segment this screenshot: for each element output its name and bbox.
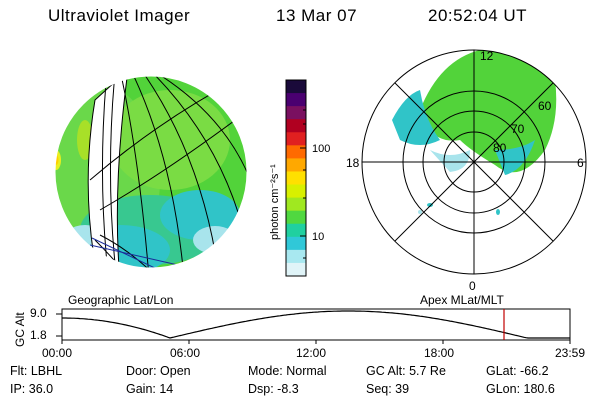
altitude-axis-label: GC Alt — [13, 312, 27, 347]
colorbar-segment — [286, 93, 306, 107]
geographic-caption: Geographic Lat/Lon — [68, 293, 174, 307]
colorbar-segment — [286, 119, 306, 133]
instrument-title: Ultraviolet Imager — [48, 6, 191, 25]
colorbar-segment — [286, 262, 306, 277]
glat-info: GLat: -66.2 — [486, 364, 549, 378]
door-info: Door: Open — [126, 364, 191, 378]
seq-info: Seq: 39 — [366, 382, 410, 396]
geographic-image — [54, 75, 248, 269]
mlt-label-18: 18 — [346, 156, 360, 170]
colorbar-segment — [286, 106, 306, 120]
colorbar-segment — [286, 145, 306, 159]
polar-caption: Apex MLat/MLT — [420, 293, 504, 307]
polar-image: 12 18 6 0 60 70 80 — [346, 49, 587, 293]
time-tick-0600: 06:00 — [170, 346, 201, 360]
time-tick-1200: 12:00 — [296, 346, 327, 360]
colorbar-tick-100: 100 — [312, 143, 330, 155]
time-tick-2359: 23:59 — [555, 346, 586, 360]
colorbar-tick-10: 10 — [312, 231, 324, 243]
colorbar-segment — [286, 132, 306, 146]
filter-info: Flt: LBHL — [10, 364, 63, 378]
time-tick-0000: 00:00 — [42, 346, 73, 360]
gain-info: Gain: 14 — [126, 382, 174, 396]
mode-info: Mode: Normal — [248, 364, 327, 378]
colorbar-segment — [286, 223, 306, 238]
colorbar-segment — [286, 236, 306, 251]
mlat-label-60: 60 — [538, 99, 552, 113]
colorbar-segment — [286, 80, 306, 94]
altitude-tick-low: 1.8 — [30, 328, 47, 342]
colorbar-segment — [286, 197, 306, 212]
colorbar-segment — [286, 249, 306, 264]
altitude-plot: GC Alt — [13, 308, 571, 347]
colorbar-segment — [286, 158, 306, 172]
colorbar-segment — [286, 184, 306, 199]
colorbar-segment — [286, 210, 306, 225]
colorbar: 100 10 photon cm⁻²s⁻¹ — [269, 79, 330, 277]
gc-alt-info: GC Alt: 5.7 Re — [366, 364, 446, 378]
time-label: 20:52:04 UT — [428, 6, 528, 25]
date-label: 13 Mar 07 — [276, 6, 358, 25]
time-tick-1800: 18:00 — [424, 346, 455, 360]
mlat-label-80: 80 — [493, 141, 507, 155]
colorbar-segment — [286, 171, 306, 186]
colorbar-unit-label: photon cm⁻²s⁻¹ — [269, 164, 281, 240]
dsp-info: Dsp: -8.3 — [248, 382, 299, 396]
altitude-tick-high: 9.0 — [30, 306, 47, 320]
mlt-label-6: 6 — [577, 156, 584, 170]
mlat-label-70: 70 — [511, 122, 525, 136]
ip-info: IP: 36.0 — [10, 382, 54, 396]
mlt-label-0: 0 — [469, 279, 476, 293]
mlt-label-12: 12 — [480, 49, 494, 63]
glon-info: GLon: 180.6 — [486, 382, 555, 396]
